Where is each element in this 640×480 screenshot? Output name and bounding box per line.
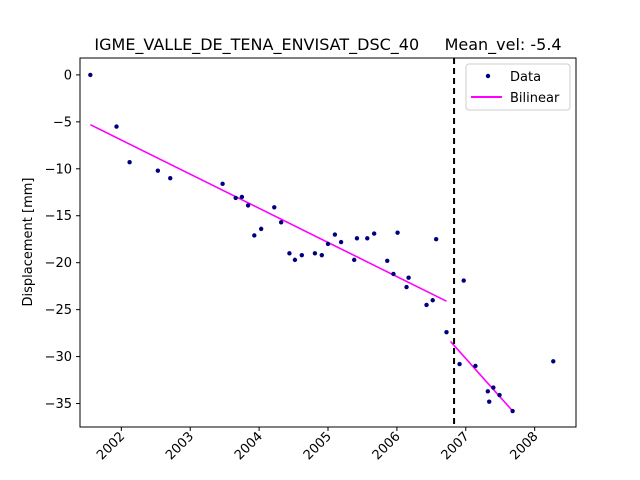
data-point [355, 236, 359, 240]
data-point [391, 272, 395, 276]
data-point [491, 385, 495, 389]
data-point [473, 364, 477, 368]
data-point [127, 160, 131, 164]
data-point [444, 330, 448, 334]
y-tick-label: −30 [45, 350, 72, 365]
data-point [486, 389, 490, 393]
data-point [372, 231, 376, 235]
data-point [462, 278, 466, 282]
chart-title: IGME_VALLE_DE_TENA_ENVISAT_DSC_40 Mean_v… [94, 35, 561, 55]
data-point [352, 258, 356, 262]
data-point [233, 196, 237, 200]
data-point [510, 409, 514, 413]
y-tick-label: −10 [45, 162, 72, 177]
data-point [406, 276, 410, 280]
data-point [404, 285, 408, 289]
data-point [156, 168, 160, 172]
legend-bilinear-label: Bilinear [510, 91, 560, 106]
legend-data-label: Data [510, 70, 541, 85]
data-point [313, 251, 317, 255]
data-point [114, 124, 118, 128]
y-tick-label: −25 [45, 303, 72, 318]
data-point [497, 393, 501, 397]
data-point [252, 233, 256, 237]
legend-data-marker [486, 74, 490, 78]
data-point [279, 220, 283, 224]
y-tick-label: −15 [45, 209, 72, 224]
data-point [395, 230, 399, 234]
data-point [434, 237, 438, 241]
data-point [424, 303, 428, 307]
data-point [220, 182, 224, 186]
data-point [457, 362, 461, 366]
data-point [326, 242, 330, 246]
data-point [339, 240, 343, 244]
data-point [240, 195, 244, 199]
data-point [259, 227, 263, 231]
data-point [365, 236, 369, 240]
data-point [287, 251, 291, 255]
y-tick-label: 0 [64, 68, 72, 83]
data-point [300, 253, 304, 257]
data-point [168, 176, 172, 180]
y-axis-label: Displacement [mm] [21, 178, 36, 307]
data-point [272, 205, 276, 209]
data-point [88, 73, 92, 77]
data-point [333, 232, 337, 236]
data-point [431, 298, 435, 302]
data-point [246, 203, 250, 207]
y-tick-label: −20 [45, 256, 72, 271]
data-point [320, 253, 324, 257]
legend: Data Bilinear [466, 64, 570, 110]
data-point [385, 259, 389, 263]
data-point [293, 258, 297, 262]
y-tick-label: −5 [53, 115, 72, 130]
y-tick-label: −35 [45, 397, 72, 412]
data-point [551, 359, 555, 363]
data-point [487, 399, 491, 403]
